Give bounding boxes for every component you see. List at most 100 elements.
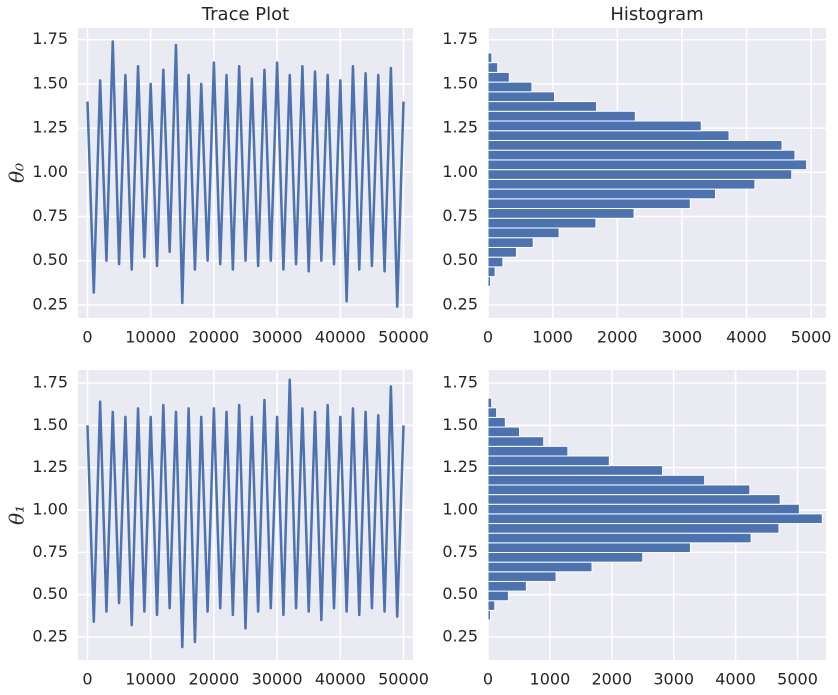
x-tick-label: 3000 [662,328,703,347]
y-tick-label: 0.50 [442,584,478,603]
histogram-bar [487,246,517,258]
y-tick-label: 1.25 [32,457,68,476]
subplot: 0.25 0.50 0.75 1.00 1.25 1.50 1.75 0 10000 20000 3… [5,4,429,347]
x-tick-label: 20000 [188,670,239,689]
x-tick-label: 50000 [378,328,429,347]
histogram-bar [487,465,664,476]
x-tick-label: 4000 [715,670,756,689]
histogram-bar [487,149,796,161]
y-tick-label: 1.00 [442,500,478,519]
subplot: 0.25 0.50 0.75 1.00 1.25 1.50 1.75 0 1000 2000 300… [442,370,826,689]
x-tick-label: 10000 [125,670,176,689]
histogram-bar [487,266,496,278]
trace-line [86,40,405,308]
histogram-bar [487,397,493,409]
y-axis-label: θ₁ [5,505,29,525]
histogram-bar [487,71,510,83]
y-tick-label: 0.25 [32,294,68,313]
histogram-bar [487,609,491,621]
x-tick-label: 40000 [315,328,366,347]
y-tick-label: 0.50 [32,250,68,269]
histogram-bar [487,237,534,248]
y-tick-label: 1.75 [32,373,68,392]
y-tick-label: 1.25 [32,118,68,137]
x-tick-label: 40000 [315,670,366,689]
histogram-bar [487,590,509,602]
y-tick-label: 0.75 [32,206,68,225]
x-tick-label: 1000 [532,328,573,347]
x-tick-label: 30000 [252,670,303,689]
histogram-bar [487,494,781,505]
histogram-bar [487,561,593,573]
histogram-bar [487,600,496,611]
histogram-bar [487,208,635,219]
y-tick-label: 0.75 [32,542,68,561]
trace-line [86,378,405,649]
histogram-bar [487,110,636,122]
histogram-bar [487,387,490,399]
histogram-bar [487,217,597,229]
histogram-bar [487,169,793,180]
x-tick-label: 0 [483,670,493,689]
subplot-title: Histogram [610,4,703,25]
y-tick-label: 1.50 [32,73,68,92]
histogram-bar [487,120,702,132]
x-tick-label: 0 [82,670,92,689]
histogram-bar [487,130,730,141]
y-tick-label: 1.50 [32,415,68,434]
subplot-title: Trace Plot [201,4,289,25]
histogram-bar [487,523,780,534]
histogram-bar [487,426,521,438]
histogram-bar [487,474,706,486]
histogram-bar [487,571,557,582]
histogram-bar [487,285,490,297]
y-tick-label: 0.25 [442,626,478,645]
x-tick-label: 2000 [597,328,638,347]
histogram-bar [487,542,691,553]
y-tick-label: 1.25 [442,118,478,137]
histogram-bar [487,407,498,418]
y-tick-label: 0.50 [442,250,478,269]
y-tick-label: 0.25 [442,294,478,313]
x-tick-label: 20000 [188,328,239,347]
histogram-bar [487,532,752,544]
x-tick-label: 0 [483,328,493,347]
y-tick-label: 1.00 [32,500,68,519]
histogram-bar [487,276,492,287]
histogram-bar [487,178,756,190]
x-tick-label: 0 [82,328,92,347]
histogram-bar [487,503,800,515]
x-tick-label: 2000 [591,670,632,689]
histogram-bar [487,198,691,210]
y-axis-label: θ₀ [5,163,29,183]
y-tick-label: 0.75 [442,542,478,561]
y-tick-label: 0.50 [32,584,68,603]
x-tick-label: 4000 [726,328,767,347]
histogram-bar [487,455,610,467]
histogram-bar [487,513,823,525]
y-tick-label: 1.75 [32,29,68,48]
x-tick-label: 10000 [125,328,176,347]
x-tick-label: 50000 [378,670,429,689]
y-tick-label: 1.50 [442,415,478,434]
histogram-bar [487,81,533,93]
x-tick-label: 5000 [777,670,818,689]
histogram-bar [487,42,490,54]
y-tick-label: 1.75 [442,373,478,392]
y-tick-label: 1.00 [32,162,68,181]
x-tick-label: 3000 [653,670,694,689]
histogram-bar [487,139,783,151]
histogram-bar [487,91,556,103]
subplot: 0.25 0.50 0.75 1.00 1.25 1.50 1.75 0 10000 20000 3… [5,370,429,689]
histogram-bar [487,101,598,112]
y-tick-label: 1.00 [442,162,478,181]
y-tick-label: 1.50 [442,73,478,92]
x-tick-label: 30000 [252,328,303,347]
y-tick-label: 0.75 [442,206,478,225]
histogram-bar [487,159,808,171]
histogram-bar [487,416,506,428]
histogram-bar [487,484,751,496]
x-tick-label: 5000 [791,328,832,347]
histogram-bar [487,227,560,239]
